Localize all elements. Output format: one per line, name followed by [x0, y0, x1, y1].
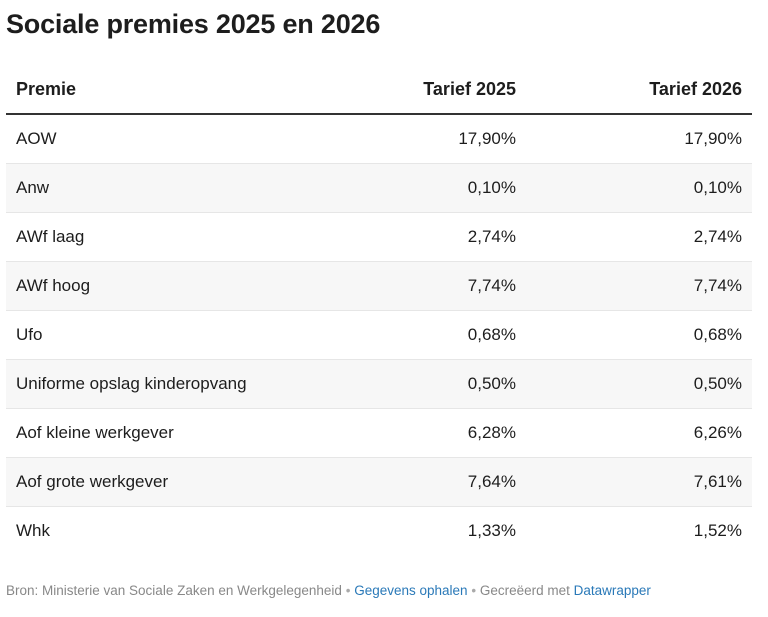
column-header-tarief-2026[interactable]: Tarief 2026 [526, 66, 752, 115]
cell-tarief-2025: 7,64% [306, 457, 526, 507]
cell-tarief-2026: 2,74% [526, 212, 752, 262]
cell-tarief-2025: 7,74% [306, 261, 526, 311]
cell-tarief-2025: 0,10% [306, 163, 526, 213]
column-header-tarief-2025[interactable]: Tarief 2025 [306, 66, 526, 115]
table-row: Uniforme opslag kinderopvang 0,50% 0,50% [6, 359, 752, 409]
separator: • [345, 583, 351, 598]
table-row: Whk 1,33% 1,52% [6, 507, 752, 556]
cell-tarief-2025: 0,68% [306, 310, 526, 360]
separator: • [471, 583, 477, 598]
table-header-row: Premie Tarief 2025 Tarief 2026 [6, 66, 752, 115]
cell-premie: Ufo [6, 310, 306, 360]
table-row: Aof grote werkgever 7,64% 7,61% [6, 457, 752, 507]
cell-premie: Whk [16, 521, 50, 540]
cell-premie: AWf laag [6, 212, 306, 262]
cell-tarief-2025: 2,74% [306, 212, 526, 262]
page-title: Sociale premies 2025 en 2026 [6, 9, 381, 39]
table-row: AWf hoog 7,74% 7,74% [6, 261, 752, 311]
cell-tarief-2026: 0,68% [526, 310, 752, 360]
cell-premie: Aof grote werkgever [6, 457, 306, 507]
datawrapper-link[interactable]: Datawrapper [573, 583, 651, 598]
table-row: Ufo 0,68% 0,68% [6, 310, 752, 360]
cell-premie: Uniforme opslag kinderopvang [6, 359, 306, 409]
cell-tarief-2026: 17,90% [526, 114, 752, 164]
cell-tarief-2025: 1,33% [467, 521, 516, 540]
cell-premie: AWf hoog [6, 261, 306, 311]
cell-tarief-2026: 7,74% [526, 261, 752, 311]
get-data-link[interactable]: Gegevens ophalen [354, 583, 468, 598]
cell-tarief-2026: 6,26% [526, 408, 752, 458]
cell-tarief-2026: 0,10% [526, 163, 752, 213]
created-with-text: Gecreëerd met [479, 583, 570, 598]
cell-premie: AOW [6, 114, 306, 164]
premies-table: Premie Tarief 2025 Tarief 2026 AOW 17,90… [6, 66, 752, 555]
cell-tarief-2025: 0,50% [306, 359, 526, 409]
cell-tarief-2026: 1,52% [693, 521, 742, 540]
source-text: Bron: Ministerie van Sociale Zaken en We… [6, 583, 342, 598]
column-header-premie[interactable]: Premie [6, 66, 306, 115]
cell-premie: Aof kleine werkgever [6, 408, 306, 458]
cell-tarief-2025: 6,28% [306, 408, 526, 458]
cell-tarief-2025: 17,90% [306, 114, 526, 164]
footer: Bron: Ministerie van Sociale Zaken en We… [6, 582, 651, 600]
table-row: Aof kleine werkgever 6,28% 6,26% [6, 408, 752, 458]
cell-tarief-2026: 7,61% [526, 457, 752, 507]
cell-premie: Anw [6, 163, 306, 213]
cell-tarief-2026: 0,50% [526, 359, 752, 409]
table-row: Anw 0,10% 0,10% [6, 163, 752, 213]
table-row: AOW 17,90% 17,90% [6, 114, 752, 164]
table-row: AWf laag 2,74% 2,74% [6, 212, 752, 262]
